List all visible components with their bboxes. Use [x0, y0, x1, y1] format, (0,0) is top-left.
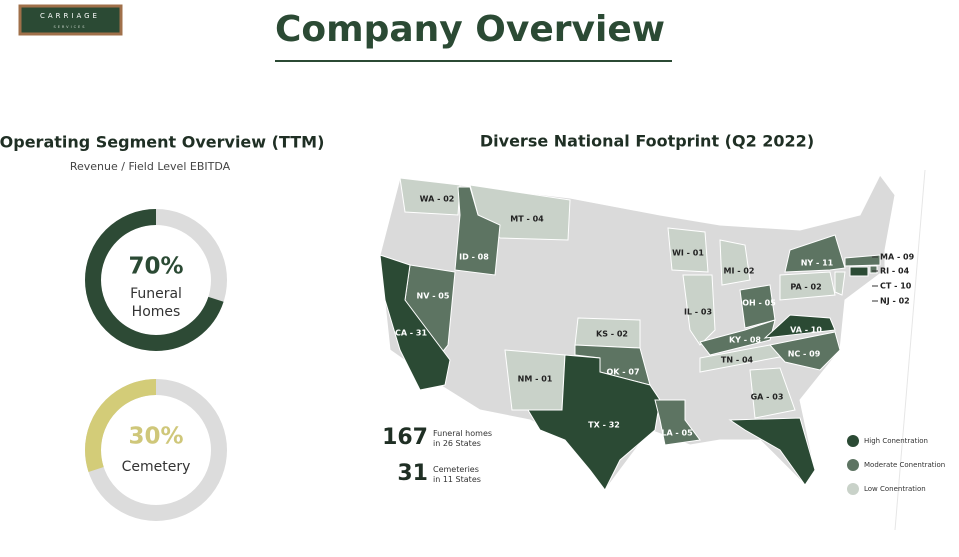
page-title: Company Overview	[275, 9, 665, 50]
legend-label: High Conentration	[864, 437, 928, 445]
state-label: FL - 19	[810, 440, 841, 449]
state-shape	[779, 271, 836, 301]
legend-label: Low Conentration	[864, 485, 926, 493]
state-shape	[849, 266, 869, 277]
donut-value: 30%	[128, 424, 183, 450]
donut-arc	[85, 379, 227, 521]
state-label: NJ - 02	[880, 297, 910, 306]
state-label: MT - 04	[510, 215, 544, 224]
state-shape	[379, 254, 451, 391]
state-label: GA - 03	[751, 393, 784, 402]
state-label: TX - 32	[588, 421, 620, 430]
state-label: KY - 08	[729, 336, 761, 345]
state-shape	[834, 271, 846, 296]
state-shape	[527, 354, 661, 491]
state-shape	[682, 274, 716, 346]
logo-sub: SERVICES	[54, 25, 87, 29]
state-shape	[769, 331, 841, 371]
decor-line	[894, 169, 926, 531]
donut-name: Cemetery	[122, 459, 191, 475]
state-label: NV - 05	[417, 292, 450, 301]
state-label: NM - 01	[518, 375, 553, 384]
state-shape	[699, 319, 776, 356]
legend-swatch	[847, 459, 859, 471]
footprint-title: Diverse National Footprint (Q2 2022)	[480, 132, 814, 151]
legend-swatch	[847, 435, 859, 447]
state-label: WI - 01	[672, 249, 704, 258]
legend-label: Moderate Conentration	[864, 461, 945, 469]
segment-title: Operating Segment Overview (TTM)	[0, 133, 324, 152]
logo-box	[18, 4, 123, 36]
state-label: ID - 08	[459, 253, 489, 262]
state-label: NC - 09	[788, 350, 821, 359]
state-shape	[654, 399, 701, 446]
state-shape	[869, 265, 878, 274]
state-shape	[728, 417, 816, 486]
state-label: LA - 05	[661, 429, 693, 438]
donut-value: 70%	[128, 254, 183, 280]
state-label: CT - 10	[880, 282, 912, 291]
state-label: MI - 02	[724, 267, 755, 276]
stat-number: 167	[382, 425, 428, 450]
stat-number: 31	[397, 461, 428, 486]
state-label: IL - 03	[684, 308, 712, 317]
state-shape	[784, 234, 846, 273]
state-shape	[844, 254, 881, 267]
stat-text: Cemeteries in 11 States	[433, 465, 481, 484]
state-label: PA - 02	[790, 283, 821, 292]
state-label: MA - 09	[880, 253, 915, 262]
stat-text: Funeral homes in 26 States	[433, 429, 492, 448]
logo: CARRIAGE	[40, 12, 100, 20]
state-label: RI - 04	[880, 267, 910, 276]
state-shape	[763, 314, 836, 339]
state-shape	[399, 177, 461, 216]
segment-subtitle: Revenue / Field Level EBITDA	[70, 160, 231, 173]
state-label: OH - 05	[742, 299, 776, 308]
state-shape	[667, 227, 709, 273]
state-label: WA - 02	[420, 195, 455, 204]
state-shape	[454, 186, 501, 276]
donut-arc	[85, 209, 227, 351]
state-label: OK - 07	[606, 368, 639, 377]
state-label: VA - 10	[790, 326, 822, 335]
state-label: CA - 31	[395, 329, 428, 338]
state-label: TN - 04	[721, 356, 754, 365]
state-shape	[719, 239, 751, 286]
state-label: KS - 02	[596, 330, 628, 339]
state-shape	[749, 367, 796, 419]
donut-name: Funeral Homes	[130, 286, 182, 320]
state-label: NY - 11	[801, 259, 834, 268]
legend-swatch	[847, 483, 859, 495]
